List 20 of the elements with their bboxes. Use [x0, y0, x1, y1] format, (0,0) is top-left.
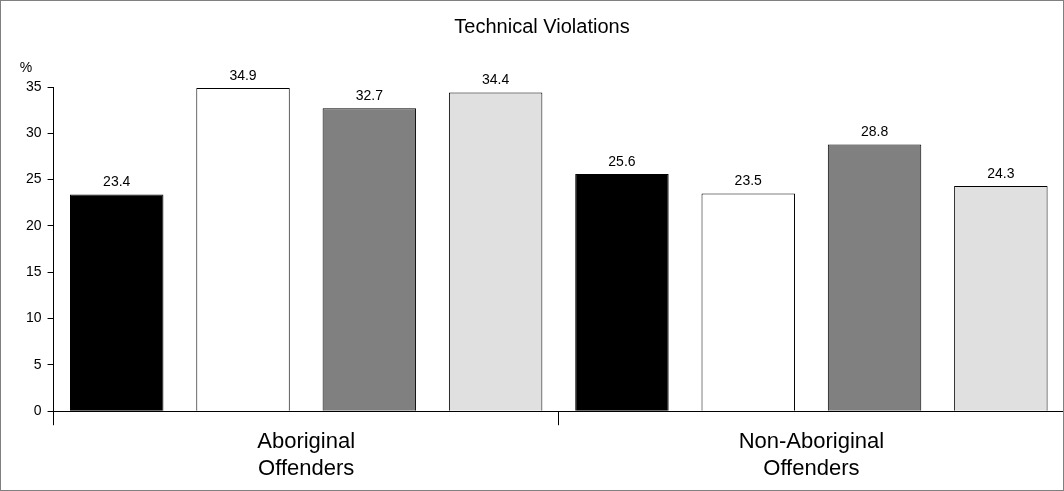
y-tick-label: 10	[25, 309, 42, 326]
y-tick-label: 20	[25, 216, 42, 233]
x-tick-label: Non-Aboriginal Offenders	[738, 428, 885, 480]
data-label: 23.4	[103, 173, 131, 190]
y-tick-label: 15	[25, 263, 42, 280]
data-label: 34.4	[482, 71, 510, 88]
y-tick-label: 5	[33, 355, 42, 372]
y-tick-label: 35	[25, 77, 42, 94]
y-axis-title: %	[19, 58, 33, 75]
data-label: 24.3	[987, 164, 1015, 181]
y-tick-label: 25	[25, 170, 42, 187]
y-tick-label: 0	[33, 402, 42, 419]
data-label: 25.6	[608, 152, 636, 169]
data-label: 23.5	[734, 172, 763, 189]
x-tick-label: Aboriginal Offenders	[257, 428, 356, 480]
data-label: 28.8	[860, 123, 889, 140]
y-tick-label: 30	[25, 124, 42, 141]
data-label: 34.9	[229, 66, 257, 83]
chart-title: Technical Violations	[454, 14, 630, 37]
data-label: 32.7	[355, 87, 384, 104]
